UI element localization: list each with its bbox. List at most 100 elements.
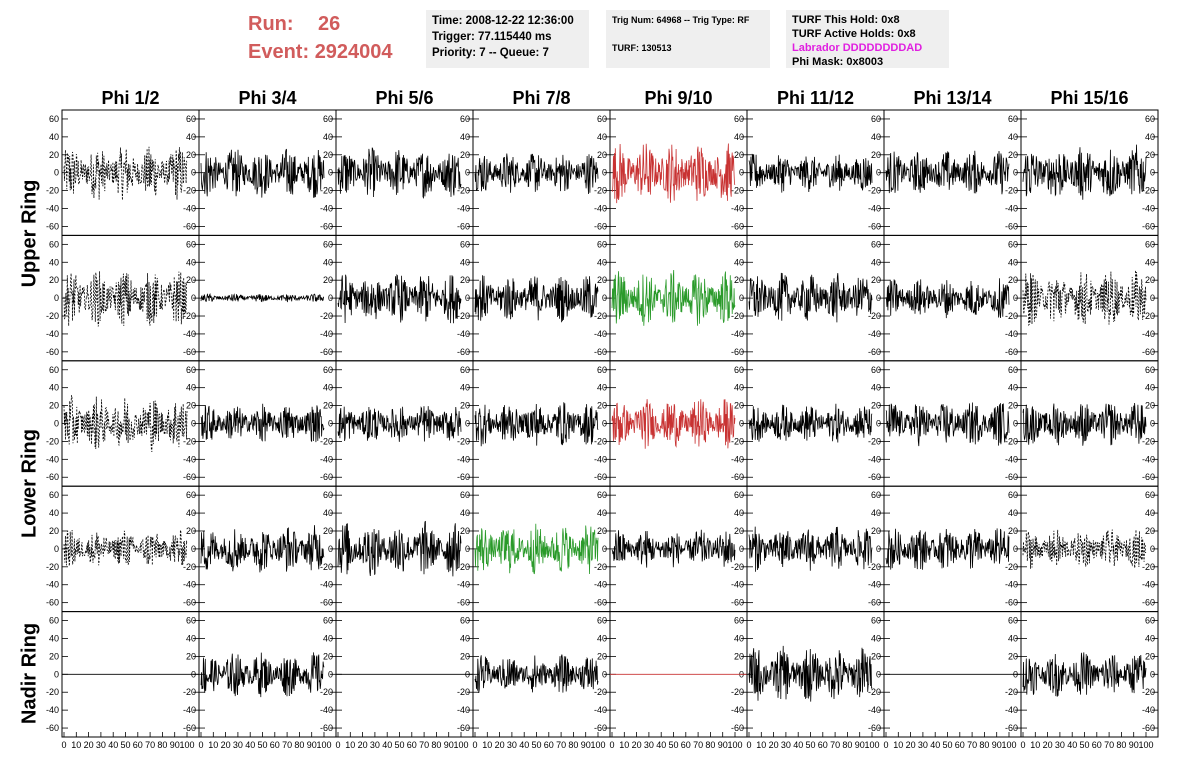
y-tick-label: -40 (731, 580, 744, 590)
y-tick-label: -40 (457, 580, 470, 590)
y-tick-label: -40 (320, 705, 333, 715)
x-tick-label: 10 (893, 740, 903, 750)
y-tick-label: 40 (597, 132, 607, 142)
y-tick-label: 20 (1145, 526, 1155, 536)
y-tick-label: -40 (1005, 705, 1018, 715)
y-tick-label: 20 (323, 651, 333, 661)
y-tick-label: 40 (734, 132, 744, 142)
y-tick-label: -60 (46, 221, 59, 231)
x-tick-label: 50 (257, 740, 267, 750)
x-tick-label: 60 (133, 740, 143, 750)
y-tick-label: -60 (457, 472, 470, 482)
y-tick-label: -40 (46, 204, 59, 214)
x-tick-label: 100 (179, 740, 194, 750)
turf-text: TURF: 130513 (612, 43, 672, 53)
y-tick-label: 40 (597, 508, 607, 518)
y-tick-label: -60 (183, 347, 196, 357)
y-tick-label: 40 (597, 633, 607, 643)
y-tick-label: -20 (320, 186, 333, 196)
x-tick-label: 70 (830, 740, 840, 750)
labrador-text: Labrador DDDDDDDDAD (792, 42, 923, 54)
y-tick-label: 40 (1008, 633, 1018, 643)
x-tick-label: 30 (507, 740, 517, 750)
x-tick-label: 20 (906, 740, 916, 750)
x-tick-label: 0 (472, 740, 477, 750)
y-tick-label: 60 (186, 365, 196, 375)
y-tick-label: -60 (1142, 723, 1155, 733)
x-tick-label: 80 (842, 740, 852, 750)
y-tick-label: -20 (594, 186, 607, 196)
y-tick-label: 0 (54, 544, 59, 554)
x-tick-label: 60 (270, 740, 280, 750)
y-tick-label: -20 (1142, 186, 1155, 196)
y-tick-label: 0 (191, 544, 196, 554)
x-tick-label: 10 (482, 740, 492, 750)
y-tick-label: -60 (594, 472, 607, 482)
y-tick-label: 20 (460, 401, 470, 411)
y-tick-label: -20 (731, 562, 744, 572)
y-tick-label: 60 (1145, 365, 1155, 375)
y-tick-label: 20 (734, 150, 744, 160)
y-tick-label: 40 (1008, 132, 1018, 142)
x-tick-label: 70 (556, 740, 566, 750)
turf-panel: TURF This Hold: 0x8 TURF Active Holds: 0… (786, 10, 949, 68)
x-tick-label: 100 (590, 740, 605, 750)
x-tick-label: 80 (568, 740, 578, 750)
y-tick-label: -20 (868, 186, 881, 196)
y-tick-label: -40 (868, 204, 881, 214)
waveform-trace (63, 528, 188, 567)
y-tick-label: 0 (876, 293, 881, 303)
x-tick-label: 40 (656, 740, 666, 750)
waveform-trace (1022, 652, 1147, 697)
waveform-trace (474, 654, 599, 694)
x-tick-label: 70 (967, 740, 977, 750)
y-tick-label: -40 (1142, 580, 1155, 590)
y-tick-label: 40 (597, 383, 607, 393)
y-tick-label: -60 (1142, 598, 1155, 608)
y-tick-label: -40 (731, 204, 744, 214)
y-tick-label: -60 (183, 221, 196, 231)
waveform-trace (748, 153, 873, 193)
y-tick-label: 0 (739, 293, 744, 303)
run-info: Run: 26 Event: 2924004 (248, 10, 418, 66)
x-tick-label: 30 (918, 740, 928, 750)
x-tick-label: 90 (1129, 740, 1139, 750)
x-tick-label: 100 (864, 740, 879, 750)
y-tick-label: 20 (1145, 150, 1155, 160)
y-tick-label: 60 (460, 490, 470, 500)
y-tick-label: 60 (186, 616, 196, 626)
y-tick-label: -60 (1142, 347, 1155, 357)
y-tick-label: 60 (597, 490, 607, 500)
y-tick-label: -40 (1142, 204, 1155, 214)
y-tick-label: 60 (734, 239, 744, 249)
y-tick-label: -40 (183, 329, 196, 339)
y-tick-label: -40 (868, 705, 881, 715)
x-tick-label: 100 (1001, 740, 1016, 750)
waveform-trace (337, 273, 462, 324)
y-tick-label: -40 (1142, 705, 1155, 715)
x-tick-label: 0 (198, 740, 203, 750)
y-tick-label: -40 (457, 454, 470, 464)
y-tick-label: 20 (871, 526, 881, 536)
y-tick-label: 60 (323, 365, 333, 375)
waveform-trace (63, 271, 188, 327)
y-tick-label: 20 (186, 651, 196, 661)
y-tick-label: 20 (186, 526, 196, 536)
y-tick-label: 0 (1150, 419, 1155, 429)
y-tick-label: 0 (1150, 544, 1155, 554)
y-tick-label: 40 (871, 257, 881, 267)
x-tick-label: 10 (1030, 740, 1040, 750)
x-tick-label: 30 (96, 740, 106, 750)
y-tick-label: -40 (46, 454, 59, 464)
y-tick-label: -20 (731, 186, 744, 196)
x-tick-label: 40 (245, 740, 255, 750)
y-tick-label: 40 (323, 383, 333, 393)
y-tick-label: 40 (460, 633, 470, 643)
y-tick-label: -20 (868, 436, 881, 446)
y-tick-label: -20 (594, 436, 607, 446)
y-tick-label: -60 (731, 221, 744, 231)
waveform-trace (748, 645, 873, 702)
y-tick-label: -60 (46, 723, 59, 733)
panel-frame (1020, 234, 1159, 362)
y-tick-label: 60 (597, 365, 607, 375)
